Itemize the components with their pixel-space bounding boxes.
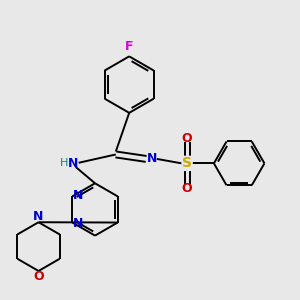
Text: F: F: [125, 40, 134, 53]
Text: N: N: [147, 152, 158, 165]
Text: S: S: [182, 156, 192, 170]
Text: O: O: [182, 132, 193, 145]
Text: O: O: [182, 182, 193, 195]
Text: H: H: [60, 158, 68, 168]
Text: N: N: [73, 189, 83, 202]
Text: N: N: [68, 157, 78, 170]
Text: N: N: [73, 217, 83, 230]
Text: N: N: [33, 210, 44, 224]
Text: O: O: [33, 270, 44, 283]
